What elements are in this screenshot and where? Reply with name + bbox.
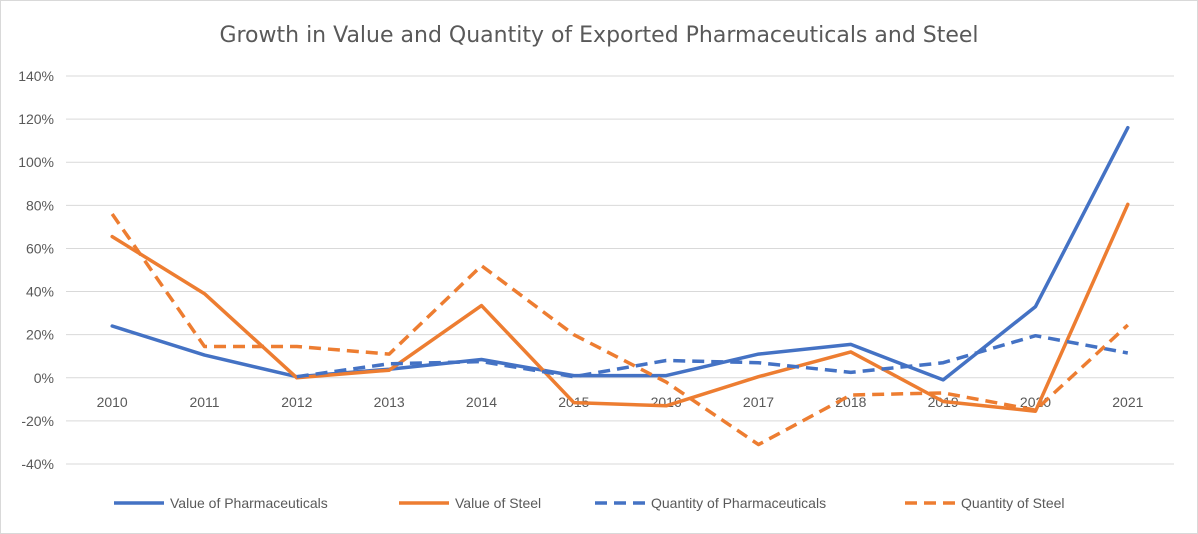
x-tick-label: 2017 xyxy=(743,394,774,410)
x-tick-label: 2013 xyxy=(374,394,405,410)
x-tick-label: 2014 xyxy=(466,394,497,410)
y-tick-label: 80% xyxy=(26,197,54,213)
series-line-value-of-pharmaceuticals xyxy=(110,125,1130,382)
x-tick-label: 2011 xyxy=(189,394,219,410)
series-line-value-of-steel xyxy=(110,202,1130,413)
y-tick-label: 40% xyxy=(26,284,54,300)
y-tick-label: 60% xyxy=(26,240,54,256)
legend-label: Quantity of Pharmaceuticals xyxy=(651,495,826,511)
x-tick-label: 2010 xyxy=(97,394,128,410)
legend: Value of Pharmaceuticals Value of Steel Qu… xyxy=(114,495,1065,511)
y-tick-label: 120% xyxy=(18,111,54,127)
legend-label: Quantity of Steel xyxy=(961,495,1065,511)
y-tick-label: -40% xyxy=(21,456,54,472)
x-tick-label: 2021 xyxy=(1112,394,1143,410)
y-tick-label: -20% xyxy=(21,413,54,429)
y-tick-label: 100% xyxy=(18,154,54,170)
y-tick-label: 0% xyxy=(34,370,54,386)
chart-title: Growth in Value and Quantity of Exported… xyxy=(219,23,978,48)
series-line-quantity-of-steel xyxy=(110,212,1129,447)
legend-label: Value of Steel xyxy=(455,495,541,511)
x-tick-label: 2012 xyxy=(281,394,312,410)
series-lines xyxy=(110,125,1130,447)
y-tick-label: 140% xyxy=(18,68,54,84)
y-axis-tick-labels: -40% -20% 0% 20% 40% 60% 80% 100% 120% 140% xyxy=(18,68,54,472)
y-tick-label: 20% xyxy=(26,327,54,343)
series-line-quantity-of-pharmaceuticals xyxy=(296,333,1129,379)
x-tick-label: 2020 xyxy=(1020,394,1051,410)
gridlines xyxy=(66,75,1174,465)
legend-label: Value of Pharmaceuticals xyxy=(170,495,328,511)
